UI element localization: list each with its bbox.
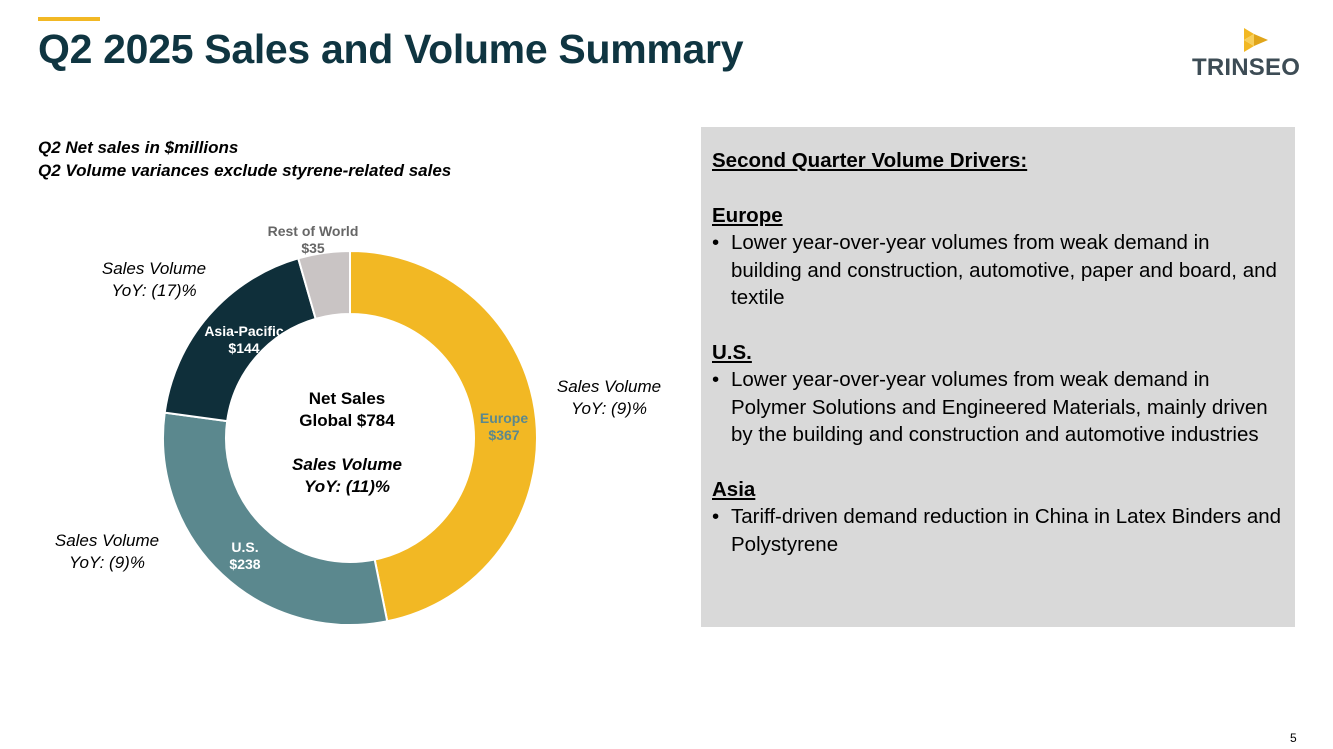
- net-sales-donut-chart: Europe$367 U.S.$238 Asia-Pacific$144 Rest o…: [162, 223, 538, 626]
- donut-slice-rest-of-world: [296, 249, 351, 321]
- drivers-list-us: Lower year-over-year volumes from weak d…: [712, 366, 1285, 449]
- trinseo-logo: TRINSEO: [1192, 26, 1304, 82]
- europe-volume-line-2: YoY: (9)%: [571, 399, 647, 418]
- donut-slice-u-s: [162, 411, 389, 626]
- slice-value-label-asia-pacific: $144: [228, 340, 259, 356]
- logo-text: TRINSEO: [1192, 54, 1301, 81]
- trinseo-logo-mark-icon: [1244, 28, 1268, 52]
- asia-pacific-volume-annotation: Sales Volume YoY: (17)%: [79, 258, 229, 302]
- slice-value-label-u-s: $238: [229, 556, 260, 572]
- chart-subtitle: Q2 Net sales in $millions Q2 Volume vari…: [38, 136, 451, 182]
- drivers-bullet-asia: Tariff-driven demand reduction in China …: [712, 503, 1285, 558]
- subtitle-line-1: Q2 Net sales in $millions: [38, 138, 239, 157]
- donut-center-label: Net Sales Global $784 Sales Volume YoY: …: [262, 388, 432, 498]
- page-title: Q2 2025 Sales and Volume Summary: [38, 26, 744, 72]
- center-line-4: YoY: (11)%: [304, 477, 390, 496]
- slice-value-label-europe: $367: [488, 427, 519, 443]
- slice-name-label-rest-of-world: Rest of World: [268, 223, 359, 239]
- slice-name-label-europe: Europe: [480, 410, 528, 426]
- drivers-bullet-us: Lower year-over-year volumes from weak d…: [712, 366, 1285, 449]
- center-line-2: Global $784: [299, 411, 395, 430]
- us-volume-line-2: YoY: (9)%: [69, 553, 145, 572]
- us-volume-annotation: Sales Volume YoY: (9)%: [32, 530, 182, 574]
- asia-pacific-volume-line-1: Sales Volume: [101, 259, 207, 278]
- title-accent-bar: [38, 17, 100, 21]
- slice-name-label-u-s: U.S.: [231, 539, 258, 555]
- europe-volume-annotation: Sales Volume YoY: (9)%: [534, 376, 684, 420]
- europe-volume-line-1: Sales Volume: [556, 377, 662, 396]
- subtitle-line-2: Q2 Volume variances exclude styrene-rela…: [38, 161, 452, 180]
- donut-slice-europe: [349, 249, 538, 623]
- drivers-bullet-europe: Lower year-over-year volumes from weak d…: [712, 229, 1285, 312]
- drivers-heading-us: U.S.: [712, 340, 752, 364]
- volume-drivers-panel: Second Quarter Volume Drivers: Europe Lo…: [701, 127, 1295, 627]
- drivers-list-asia: Tariff-driven demand reduction in China …: [712, 503, 1285, 558]
- drivers-heading-europe: Europe: [712, 203, 783, 227]
- us-volume-line-1: Sales Volume: [54, 531, 160, 550]
- drivers-list-europe: Lower year-over-year volumes from weak d…: [712, 229, 1285, 312]
- asia-pacific-volume-line-2: YoY: (17)%: [111, 281, 197, 300]
- slice-name-label-asia-pacific: Asia-Pacific: [204, 323, 284, 339]
- center-line-1: Net Sales: [308, 389, 386, 408]
- drivers-title: Second Quarter Volume Drivers:: [712, 149, 1028, 172]
- page-number: 5: [1290, 731, 1297, 745]
- drivers-heading-asia: Asia: [712, 477, 756, 501]
- slice-value-label-rest-of-world: $35: [301, 240, 325, 256]
- center-line-3: Sales Volume: [292, 455, 402, 474]
